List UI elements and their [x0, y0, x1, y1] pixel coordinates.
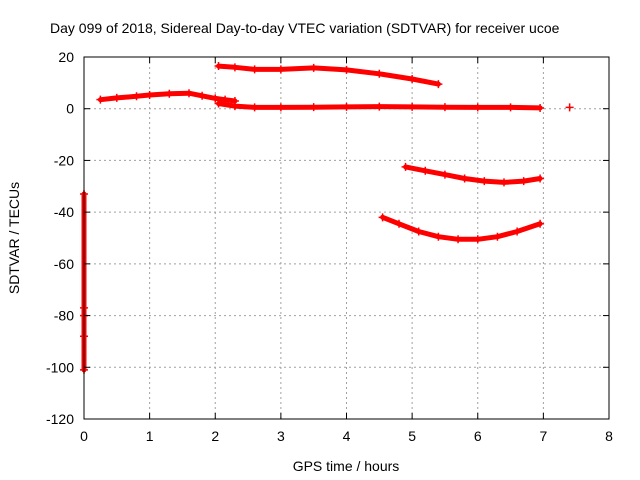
data-point: [211, 94, 220, 103]
series-track-1: [96, 89, 239, 105]
data-point: [276, 103, 285, 112]
x-tick-label: 8: [605, 428, 613, 444]
data-point: [112, 93, 121, 102]
data-point: [408, 102, 417, 111]
data-point: [214, 62, 223, 71]
data-point: [408, 74, 417, 83]
data-point: [513, 227, 522, 236]
series-track-5: [378, 213, 545, 244]
data-point: [473, 103, 482, 112]
data-point: [250, 103, 259, 112]
data-point: [480, 177, 489, 186]
data-point: [519, 177, 528, 186]
data-point: [96, 95, 105, 104]
data-point: [309, 103, 318, 112]
axis-ticks: 0 1 2 3 4 5 6 7 8 20 0 -20 -40 -60 -80 -100 -120: [46, 49, 613, 444]
y-tick-label: -120: [46, 411, 74, 427]
x-tick-label: 3: [277, 428, 285, 444]
data-point: [454, 235, 463, 244]
data-point: [342, 65, 351, 74]
data-point: [536, 219, 545, 228]
data-point: [250, 65, 259, 74]
data-point: [493, 232, 502, 241]
data-point: [460, 174, 469, 183]
y-tick-label: 0: [66, 101, 74, 117]
data-point: [395, 219, 403, 228]
data-point: [309, 63, 318, 72]
data-point: [440, 170, 449, 179]
data-point: [198, 91, 207, 100]
data-point: [375, 102, 384, 111]
data-point: [165, 89, 174, 98]
data-point: [421, 166, 430, 175]
data-point: [230, 63, 239, 72]
grid-lines: [84, 57, 609, 419]
x-tick-label: 1: [146, 428, 154, 444]
data-point: [506, 103, 515, 112]
data-point: [230, 102, 239, 111]
data-point: [536, 174, 545, 183]
series-track-6: [565, 103, 574, 112]
data-point: [132, 92, 141, 101]
data-point: [378, 213, 387, 222]
data-point: [434, 232, 443, 241]
y-tick-label: -100: [46, 359, 74, 375]
data-point: [375, 69, 384, 78]
data-point: [536, 103, 545, 112]
series-track-4: [401, 162, 545, 187]
y-tick-label: -20: [54, 152, 74, 168]
chart-title: Day 099 of 2018, Sidereal Day-to-day VTE…: [50, 20, 560, 36]
data-point: [145, 91, 154, 100]
data-point: [500, 178, 508, 187]
data-point: [434, 80, 443, 89]
y-tick-label: -60: [54, 256, 74, 272]
x-tick-label: 4: [343, 428, 351, 444]
x-tick-label: 2: [211, 428, 219, 444]
data-point: [185, 89, 193, 98]
data-point: [342, 102, 351, 111]
data-point: [214, 99, 223, 108]
data-point: [440, 103, 449, 112]
data-point: [401, 162, 410, 171]
data-point: [473, 235, 482, 244]
x-tick-label: 6: [474, 428, 482, 444]
series-band: [97, 90, 238, 104]
series-track-2: [214, 99, 545, 112]
y-axis-label: SDTVAR / TECUs: [6, 182, 22, 294]
y-tick-label: -40: [54, 204, 74, 220]
data-point: [414, 227, 423, 236]
x-tick-label: 0: [80, 428, 88, 444]
series-track-3: [214, 62, 443, 89]
y-tick-label: -80: [54, 308, 74, 324]
data-point: [565, 103, 574, 112]
y-tick-label: 20: [58, 49, 74, 65]
x-tick-label: 7: [539, 428, 547, 444]
data-point: [276, 65, 285, 74]
x-tick-label: 5: [408, 428, 416, 444]
x-axis-label: GPS time / hours: [293, 458, 400, 474]
